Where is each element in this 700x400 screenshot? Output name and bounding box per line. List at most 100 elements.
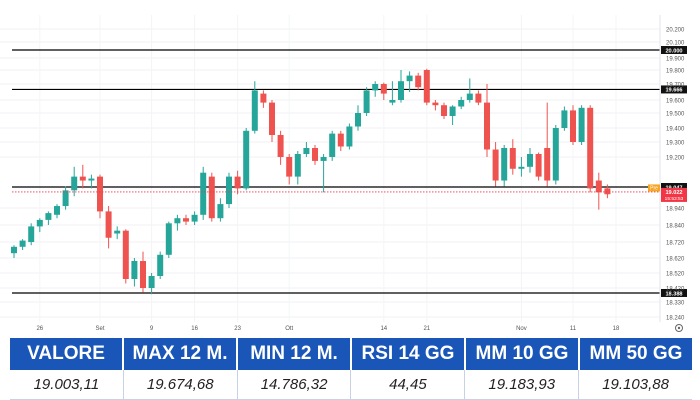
candle bbox=[604, 184, 611, 199]
candle bbox=[294, 151, 301, 185]
candle bbox=[269, 100, 275, 142]
candle-body bbox=[432, 102, 439, 106]
x-tick-label: 11 bbox=[570, 326, 577, 332]
level-label: 18.388 bbox=[665, 291, 682, 297]
candle-body bbox=[62, 190, 69, 207]
candle bbox=[277, 130, 284, 165]
candle-body bbox=[329, 133, 336, 157]
candle bbox=[544, 102, 551, 187]
candle-body bbox=[492, 149, 499, 181]
level-label-box bbox=[661, 46, 687, 54]
candle bbox=[79, 164, 86, 189]
candle-body bbox=[54, 206, 60, 215]
price-badge-time: 15:53:53 bbox=[665, 196, 684, 202]
settings-icon[interactable] bbox=[675, 324, 683, 332]
price-badge-value: 19.022 bbox=[665, 190, 682, 196]
x-tick-label: 16 bbox=[191, 326, 198, 332]
candle bbox=[19, 239, 26, 250]
candle bbox=[346, 123, 353, 150]
candle bbox=[217, 198, 224, 222]
candle bbox=[234, 170, 241, 195]
candle bbox=[286, 154, 293, 185]
candle-body bbox=[337, 133, 344, 147]
candle-body bbox=[535, 154, 542, 177]
y-tick-label: 19.400 bbox=[666, 127, 685, 133]
candle-body bbox=[36, 219, 43, 227]
candle-body bbox=[346, 126, 353, 147]
candle bbox=[97, 174, 103, 219]
value-min-12m: 14.786,32 bbox=[237, 370, 352, 400]
x-tick-label: 23 bbox=[234, 326, 241, 332]
value-mm-50gg: 19.103,88 bbox=[579, 370, 692, 400]
candle bbox=[432, 100, 439, 111]
candle bbox=[363, 87, 370, 116]
y-tick-label: 18.520 bbox=[666, 272, 685, 278]
level-label-box bbox=[661, 183, 687, 192]
candle-body bbox=[570, 110, 576, 142]
candle bbox=[105, 206, 112, 249]
candle bbox=[466, 78, 473, 103]
candle-body bbox=[97, 176, 103, 212]
candle-body bbox=[226, 176, 232, 205]
x-tick-label: 26 bbox=[36, 326, 43, 332]
x-tick-label: Ott bbox=[285, 326, 293, 332]
candle-body bbox=[251, 90, 258, 131]
candles bbox=[11, 68, 611, 295]
candle-body bbox=[131, 261, 138, 279]
candle-body bbox=[398, 81, 404, 100]
candle bbox=[157, 251, 164, 279]
candle bbox=[45, 211, 52, 225]
candle-body bbox=[363, 90, 370, 113]
candle-body bbox=[415, 75, 422, 88]
y-tick-label: 19.200 bbox=[666, 156, 685, 162]
stats-value-row: 19.003,11 19.674,68 14.786,32 44,45 19.1… bbox=[10, 370, 692, 400]
candle bbox=[62, 186, 69, 210]
candle bbox=[535, 152, 542, 181]
candle bbox=[36, 218, 43, 233]
value-valore: 19.003,11 bbox=[10, 370, 124, 400]
candle-body bbox=[217, 204, 224, 219]
candle bbox=[200, 166, 207, 220]
candle-body bbox=[372, 84, 379, 91]
stats-table: VALORE MAX 12 M. MIN 12 M. RSI 14 GG MM … bbox=[10, 338, 692, 400]
candle bbox=[226, 172, 232, 208]
candle-body bbox=[269, 102, 275, 135]
candle bbox=[587, 105, 594, 193]
candle-body bbox=[441, 105, 447, 116]
candle-body bbox=[406, 75, 413, 82]
candle-body bbox=[595, 180, 602, 193]
y-tick-label: 19.800 bbox=[666, 69, 685, 75]
y-tick-label: 18.620 bbox=[666, 257, 685, 263]
stats-header-row: VALORE MAX 12 M. MIN 12 M. RSI 14 GG MM … bbox=[10, 338, 692, 370]
candle-body bbox=[475, 93, 482, 103]
candle bbox=[441, 102, 447, 119]
candle-body bbox=[234, 176, 241, 189]
candle-body bbox=[174, 218, 181, 224]
candle-body bbox=[28, 226, 35, 242]
candle-body bbox=[243, 130, 250, 189]
candle-body bbox=[191, 214, 198, 222]
candle-body bbox=[604, 188, 611, 195]
candle bbox=[148, 273, 155, 295]
candle bbox=[260, 90, 267, 108]
level-label-box bbox=[661, 288, 687, 297]
candle-body bbox=[509, 148, 516, 169]
candle-body bbox=[312, 148, 318, 161]
candle-body bbox=[286, 157, 293, 177]
candle-body bbox=[88, 178, 95, 181]
header-mm-50gg: MM 50 GG bbox=[589, 343, 683, 364]
candle-body bbox=[303, 148, 310, 154]
y-tick-label: 19.900 bbox=[666, 57, 685, 63]
y-tick-label: 19.500 bbox=[666, 112, 685, 118]
candle bbox=[114, 226, 121, 240]
candle bbox=[337, 130, 344, 151]
candle bbox=[329, 130, 336, 161]
candle bbox=[518, 157, 525, 177]
candle bbox=[320, 154, 327, 193]
candle-body bbox=[19, 240, 26, 247]
candle-body bbox=[122, 230, 129, 279]
candle-body bbox=[544, 148, 551, 181]
y-axis: 20.200 20.100 19.900 19.800 19.700 19.600 19.5… bbox=[659, 15, 685, 322]
